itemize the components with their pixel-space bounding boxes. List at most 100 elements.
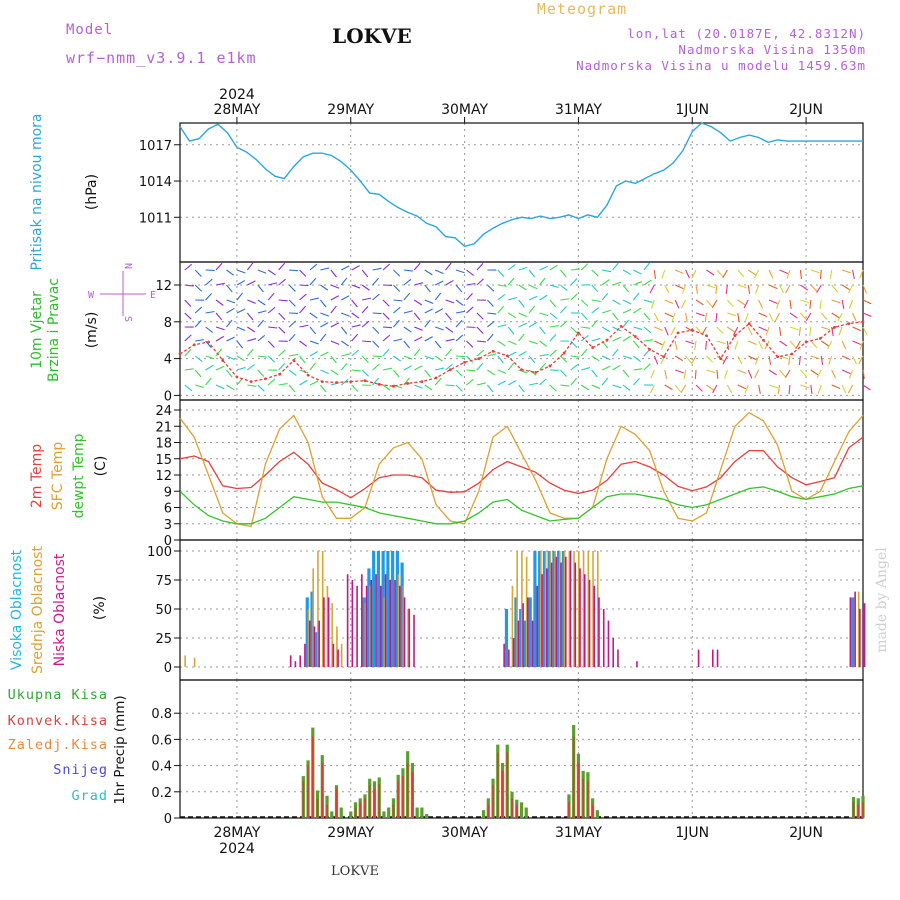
wind-arrow bbox=[805, 312, 812, 322]
wind-arrow bbox=[497, 340, 506, 347]
wind-arrow bbox=[852, 312, 857, 322]
wind-arrow bbox=[434, 308, 444, 314]
wind-arrow bbox=[848, 299, 854, 309]
temp-unit: (C) bbox=[93, 456, 109, 477]
page-title: LOKVE bbox=[332, 24, 412, 48]
wind-arrow bbox=[330, 269, 337, 278]
wind-speed-point bbox=[761, 338, 765, 342]
wind-arrow bbox=[424, 299, 434, 304]
wind-arrow bbox=[246, 262, 254, 271]
cloud-bar bbox=[321, 551, 324, 667]
precip-bar bbox=[591, 804, 594, 818]
wind-arrow bbox=[841, 269, 851, 274]
wind-arrow bbox=[466, 292, 473, 301]
wind-speed-point bbox=[548, 364, 552, 368]
wind-arrow bbox=[393, 369, 400, 378]
cloud-bar bbox=[315, 632, 319, 667]
wind-arrow bbox=[414, 384, 423, 389]
precip-bar bbox=[321, 762, 324, 818]
cloud-bar bbox=[351, 580, 354, 667]
wind-arrow-field bbox=[184, 262, 872, 395]
wind-arrow bbox=[570, 377, 578, 386]
wind-arrow bbox=[768, 284, 778, 290]
cloud-bar bbox=[289, 655, 292, 667]
wind-arrow bbox=[774, 312, 781, 322]
wind-arrow bbox=[320, 369, 329, 374]
wind-arrow bbox=[518, 333, 525, 342]
top-day-label: 31MAY bbox=[555, 102, 602, 118]
wind-arrow bbox=[434, 269, 444, 275]
wind-arrow bbox=[768, 312, 774, 322]
wind-arrow bbox=[466, 355, 474, 363]
wind-arrow bbox=[841, 284, 851, 291]
wind-arrow bbox=[487, 369, 496, 376]
wind-speed-point bbox=[235, 375, 239, 379]
panel-frame bbox=[179, 399, 864, 541]
wind-speed-point bbox=[605, 338, 609, 342]
wind-speed-point bbox=[491, 349, 495, 353]
top-day-labels: 28MAY 29MAY 30MAY 31MAY 1JUN 2JUN bbox=[213, 102, 823, 123]
wind-arrow bbox=[476, 382, 486, 386]
wind-arrow bbox=[695, 312, 705, 317]
wind-arrow bbox=[267, 306, 276, 314]
cloud-bar bbox=[305, 597, 309, 667]
wind-arrow bbox=[184, 284, 194, 287]
wind-arrow bbox=[633, 292, 640, 301]
wind-arrow bbox=[820, 355, 824, 365]
wind-arrow bbox=[455, 269, 465, 274]
wind-arrow bbox=[497, 293, 506, 301]
wind-speed-point bbox=[392, 384, 395, 388]
wind-arrow bbox=[852, 340, 862, 346]
cloud-bar bbox=[538, 551, 542, 667]
cloud-bar bbox=[555, 556, 558, 667]
precip-bar bbox=[595, 810, 599, 818]
cloud-bar bbox=[323, 597, 325, 667]
legend-total-rain: Ukupna Kisa bbox=[8, 687, 108, 703]
cloud-bar bbox=[408, 609, 411, 667]
wind-arrow bbox=[798, 355, 801, 366]
cloud-bar bbox=[531, 620, 534, 667]
wind-arrow bbox=[810, 369, 819, 376]
wind-arrow bbox=[674, 269, 684, 275]
wind-arrow bbox=[247, 280, 256, 286]
wind-arrow bbox=[862, 299, 872, 305]
precip-bar bbox=[862, 802, 864, 818]
cloud-bar bbox=[592, 551, 594, 667]
wind-unit: (m/s) bbox=[84, 312, 100, 349]
wind-arrow bbox=[726, 340, 729, 350]
wind-arrow bbox=[403, 326, 412, 333]
precip-ylabel-unit: (mm) bbox=[112, 695, 128, 732]
wind-arrow bbox=[330, 284, 340, 289]
pressure-unit: (hPa) bbox=[84, 174, 100, 210]
wind-arrow bbox=[289, 269, 299, 272]
panel-0: 1017 1014 1011 bbox=[139, 122, 864, 263]
wind-arrow bbox=[414, 299, 423, 306]
wind-arrow bbox=[581, 367, 591, 371]
precip-ylabel: 1hr Precip (mm) bbox=[112, 695, 128, 804]
bottom-day-label: 30MAY bbox=[441, 825, 488, 841]
cloud-bar bbox=[312, 568, 315, 667]
cloud-bar bbox=[697, 649, 700, 667]
wind-arrow bbox=[372, 355, 382, 358]
top-day-label: 2JUN bbox=[789, 102, 823, 118]
wind-arrow bbox=[247, 338, 257, 342]
wind-arrow bbox=[685, 355, 692, 364]
cloud-ylabel-high: Visoka Oblacnost bbox=[9, 549, 25, 670]
wind-arrow bbox=[580, 263, 589, 271]
wind-arrow bbox=[821, 326, 830, 331]
cloud-bar bbox=[356, 585, 358, 667]
wind-arrow bbox=[445, 384, 455, 387]
wind-arrow bbox=[779, 269, 789, 274]
top-day-label: 29MAY bbox=[327, 102, 374, 118]
wind-arrow bbox=[257, 310, 267, 314]
wind-arrow bbox=[194, 319, 202, 328]
wind-speed-point bbox=[534, 371, 538, 374]
wind-arrow bbox=[654, 326, 663, 331]
wind-arrow bbox=[340, 362, 348, 371]
wind-arrow bbox=[486, 333, 494, 342]
wind-arrow bbox=[476, 326, 484, 334]
wind-arrow bbox=[680, 384, 687, 394]
wind-arrow bbox=[226, 355, 235, 361]
top-day-label: 28MAY bbox=[213, 102, 260, 118]
